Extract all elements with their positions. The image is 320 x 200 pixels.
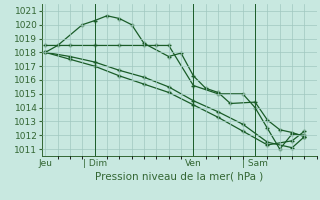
X-axis label: Pression niveau de la mer( hPa ): Pression niveau de la mer( hPa ) [95,172,263,182]
